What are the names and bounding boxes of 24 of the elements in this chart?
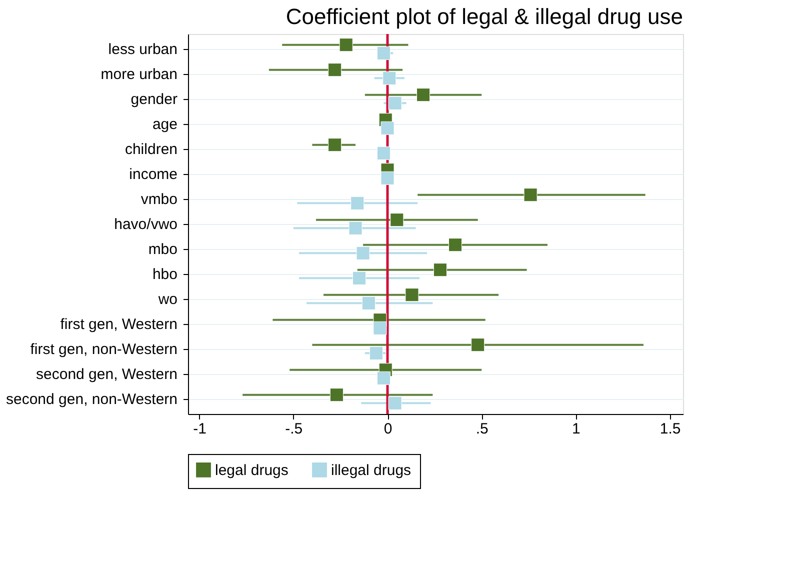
y-tick-label: second gen, Western: [36, 366, 178, 383]
y-tick-label: havo/vwo: [114, 216, 178, 233]
legend-label: legal drugs: [215, 462, 288, 479]
y-tick-label: mbo: [148, 241, 178, 258]
x-tick-label: .5: [476, 420, 488, 438]
y-tick-label: less urban: [108, 41, 178, 58]
y-tick-label: second gen, non-Western: [6, 391, 178, 408]
x-tick-label: 0: [384, 420, 392, 438]
x-tick-label: 1: [572, 420, 580, 438]
legend-label: illegal drugs: [331, 462, 412, 479]
y-tick-label: children: [124, 141, 178, 158]
x-tick-label: -.5: [285, 420, 303, 438]
y-tick-label: more urban: [100, 66, 178, 83]
x-tick-label: 1.5: [660, 420, 681, 438]
chart-title: Coefficient plot of legal & illegal drug use: [286, 4, 683, 29]
y-tick-label: first gen, Western: [60, 316, 178, 333]
y-tick-label: gender: [130, 91, 178, 108]
x-tick-label: -1: [193, 420, 206, 438]
y-tick-label: wo: [157, 291, 178, 308]
y-tick-label: income: [129, 166, 178, 183]
y-tick-label: vmbo: [140, 191, 178, 208]
y-tick-label: first gen, non-Western: [30, 341, 178, 358]
y-tick-label: hbo: [152, 266, 178, 283]
y-tick-label: age: [152, 116, 178, 133]
